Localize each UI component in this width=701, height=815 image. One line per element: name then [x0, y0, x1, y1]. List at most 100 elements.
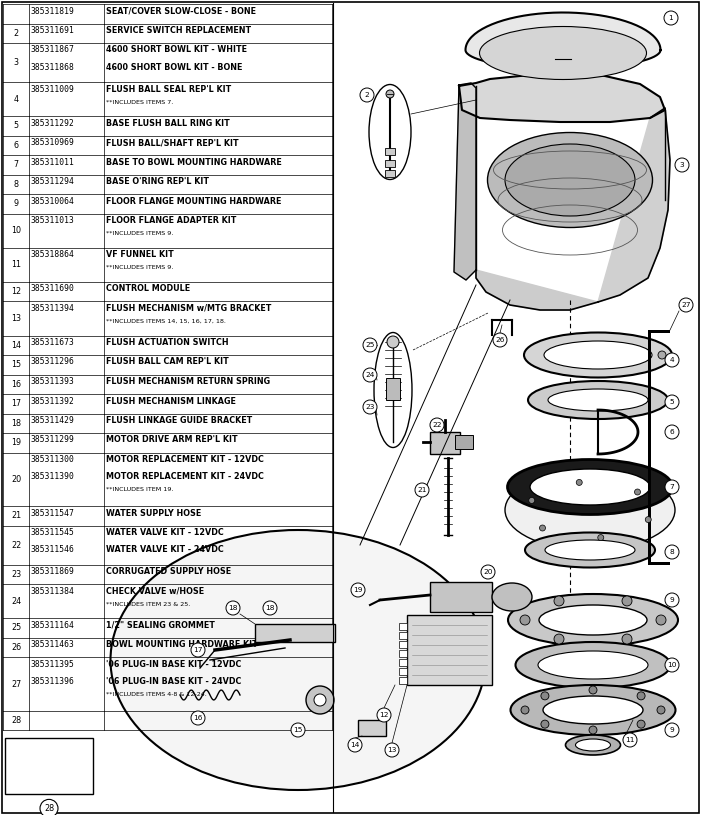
Text: 20: 20 [11, 475, 21, 484]
Text: 385311869: 385311869 [31, 567, 75, 576]
Bar [385, 160, 395, 167]
Text: 7: 7 [13, 161, 18, 170]
Text: 15: 15 [11, 360, 21, 369]
Circle shape [656, 615, 666, 625]
Text: FLUSH BALL/SHAFT REP'L KIT: FLUSH BALL/SHAFT REP'L KIT [106, 138, 238, 148]
Text: 23: 23 [365, 404, 375, 410]
Text: FLUSH MECHANISM w/MTG BRACKET: FLUSH MECHANISM w/MTG BRACKET [106, 304, 271, 313]
Circle shape [386, 90, 394, 98]
Circle shape [637, 720, 645, 728]
Text: 14: 14 [11, 341, 21, 350]
Bar [399, 659, 407, 666]
Text: 4: 4 [669, 357, 674, 363]
Ellipse shape [548, 389, 648, 411]
Ellipse shape [528, 381, 668, 419]
Text: 385311819: 385311819 [31, 7, 75, 15]
Text: 385311300: 385311300 [31, 455, 75, 464]
Text: 18: 18 [229, 605, 238, 611]
Bar [399, 668, 407, 675]
Bar [386, 378, 400, 400]
Text: 16: 16 [193, 715, 203, 721]
Text: 22: 22 [11, 540, 21, 549]
Circle shape [493, 333, 507, 347]
Text: 9: 9 [669, 727, 674, 733]
Text: **INCLUDES ITEMS 7.: **INCLUDES ITEMS 7. [106, 99, 173, 104]
Ellipse shape [508, 594, 678, 646]
Text: 18: 18 [265, 605, 275, 611]
Text: 385310064: 385310064 [31, 196, 75, 205]
Circle shape [387, 336, 399, 348]
Text: 385311868: 385311868 [31, 63, 75, 72]
Text: FLUSH BALL SEAL REP'L KIT: FLUSH BALL SEAL REP'L KIT [106, 85, 231, 94]
Text: 6: 6 [669, 429, 674, 435]
Circle shape [363, 338, 377, 352]
Text: BASE TO BOWL MOUNTING HARDWARE: BASE TO BOWL MOUNTING HARDWARE [106, 157, 282, 166]
Circle shape [191, 643, 205, 657]
Bar [399, 641, 407, 648]
Text: **INCLUDES ITEMS 4-8 & 12-24.: **INCLUDES ITEMS 4-8 & 12-24. [106, 692, 207, 697]
Text: 385318864: 385318864 [31, 250, 75, 259]
Bar [399, 623, 407, 630]
Circle shape [377, 708, 391, 722]
Text: 385311546: 385311546 [31, 545, 75, 554]
Polygon shape [598, 108, 670, 302]
Ellipse shape [515, 642, 670, 688]
Polygon shape [465, 12, 660, 68]
Circle shape [665, 425, 679, 439]
Text: 24: 24 [11, 597, 21, 606]
Text: FLUSH BALL CAM REP'L KIT: FLUSH BALL CAM REP'L KIT [106, 358, 229, 367]
Text: 385311013: 385311013 [31, 216, 75, 225]
Text: 385311384: 385311384 [31, 587, 75, 596]
Circle shape [622, 634, 632, 644]
Circle shape [645, 517, 651, 522]
Circle shape [348, 738, 362, 752]
Ellipse shape [111, 530, 486, 790]
Text: 19: 19 [353, 587, 362, 593]
Text: CONTROL MODULE: CONTROL MODULE [106, 284, 190, 293]
Text: 13: 13 [11, 314, 21, 323]
Text: BOWL MOUNTING HARDWARE KIT: BOWL MOUNTING HARDWARE KIT [106, 641, 258, 650]
Text: **INCLUDES ITEMS 9.: **INCLUDES ITEMS 9. [106, 266, 173, 271]
Text: 385311292: 385311292 [31, 119, 75, 128]
Text: 385311394: 385311394 [31, 304, 75, 313]
Text: MOTOR REPLACEMENT KIT - 12VDC: MOTOR REPLACEMENT KIT - 12VDC [106, 455, 264, 464]
Text: WATER VALVE KIT - 12VDC: WATER VALVE KIT - 12VDC [106, 528, 224, 537]
Text: 385311392: 385311392 [31, 397, 75, 406]
Text: 16: 16 [11, 380, 21, 389]
Text: 10: 10 [11, 227, 21, 236]
Circle shape [529, 497, 535, 504]
Circle shape [665, 723, 679, 737]
Circle shape [521, 706, 529, 714]
Text: 28: 28 [44, 804, 54, 813]
Text: 17: 17 [193, 647, 203, 653]
Text: '06 PLUG-IN BASE KIT - 24VDC: '06 PLUG-IN BASE KIT - 24VDC [106, 677, 241, 686]
Text: 1: 1 [669, 15, 674, 21]
Ellipse shape [545, 540, 635, 560]
Circle shape [622, 596, 632, 606]
Text: 27: 27 [11, 680, 21, 689]
Text: 385311691: 385311691 [31, 26, 75, 35]
Circle shape [665, 353, 679, 367]
Bar [385, 148, 395, 155]
Text: 21: 21 [417, 487, 427, 493]
Text: 18: 18 [11, 419, 21, 428]
Circle shape [363, 368, 377, 382]
Text: 385311390: 385311390 [31, 472, 75, 481]
Ellipse shape [566, 735, 620, 755]
Text: 13: 13 [388, 747, 397, 753]
Circle shape [226, 601, 240, 615]
Text: 19: 19 [11, 438, 21, 447]
Text: 385311009: 385311009 [31, 85, 75, 94]
Circle shape [415, 483, 429, 497]
Text: 385311545: 385311545 [31, 528, 75, 537]
Text: 9: 9 [669, 597, 674, 603]
Text: SEAT/COVER SLOW-CLOSE - BONE: SEAT/COVER SLOW-CLOSE - BONE [106, 7, 256, 15]
Circle shape [360, 88, 374, 102]
Ellipse shape [539, 605, 647, 635]
Text: FLUSH MECHANISM RETURN SPRING: FLUSH MECHANISM RETURN SPRING [106, 377, 270, 386]
Text: WATER SUPPLY HOSE: WATER SUPPLY HOSE [106, 509, 201, 518]
Bar [399, 632, 407, 639]
Ellipse shape [505, 144, 635, 216]
Bar [255, 624, 335, 642]
Text: 385311690: 385311690 [31, 284, 75, 293]
